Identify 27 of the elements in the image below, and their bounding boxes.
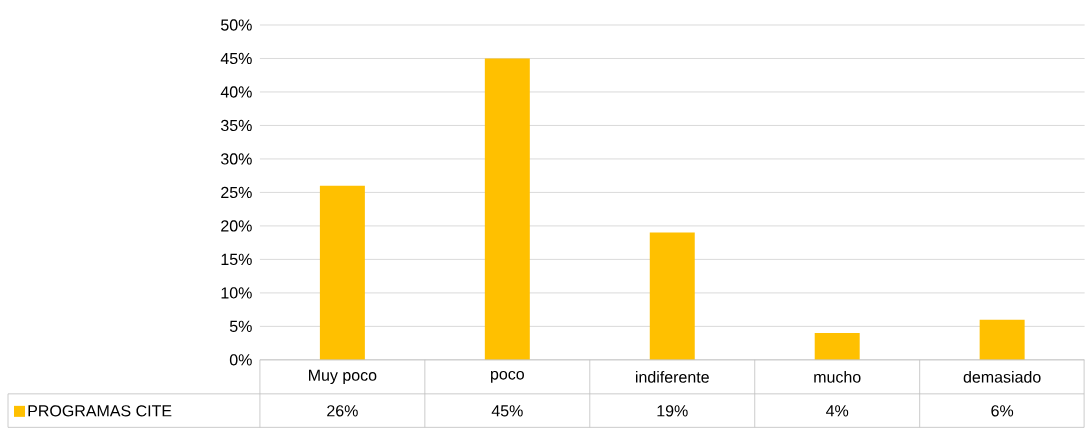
bar — [649, 232, 695, 360]
y-tick-label: 0% — [229, 354, 252, 366]
data-label: 6% — [991, 405, 1014, 417]
x-tick-label: Muy poco — [309, 369, 377, 385]
y-tick-label: 45% — [220, 52, 252, 65]
y-tick-label: 20% — [221, 220, 252, 232]
y-tick-label: 50% — [221, 19, 252, 31]
bar — [814, 333, 860, 360]
y-tick-label: 35% — [220, 119, 252, 132]
y-tick-label: 10% — [221, 287, 252, 299]
y-tick-label: 15% — [221, 253, 252, 266]
bar — [319, 185, 365, 360]
y-tick-label: 30% — [220, 153, 252, 165]
x-tick-label: poco — [491, 370, 524, 383]
y-tick-label: 25% — [221, 186, 252, 199]
x-tick-label: indiferente — [635, 371, 709, 383]
bar — [484, 58, 530, 360]
x-tick-label: demasiado — [963, 371, 1041, 383]
data-label: 45% — [491, 405, 523, 417]
data-label: 19% — [657, 405, 688, 417]
data-label: 4% — [826, 405, 849, 417]
bar — [979, 319, 1025, 360]
legend-label: PROGRAMAS CITE — [28, 405, 172, 417]
x-tick-label: mucho — [814, 371, 861, 383]
y-tick-label: 5% — [229, 320, 252, 333]
data-label: 26% — [327, 405, 358, 417]
y-tick-label: 40% — [220, 86, 252, 98]
